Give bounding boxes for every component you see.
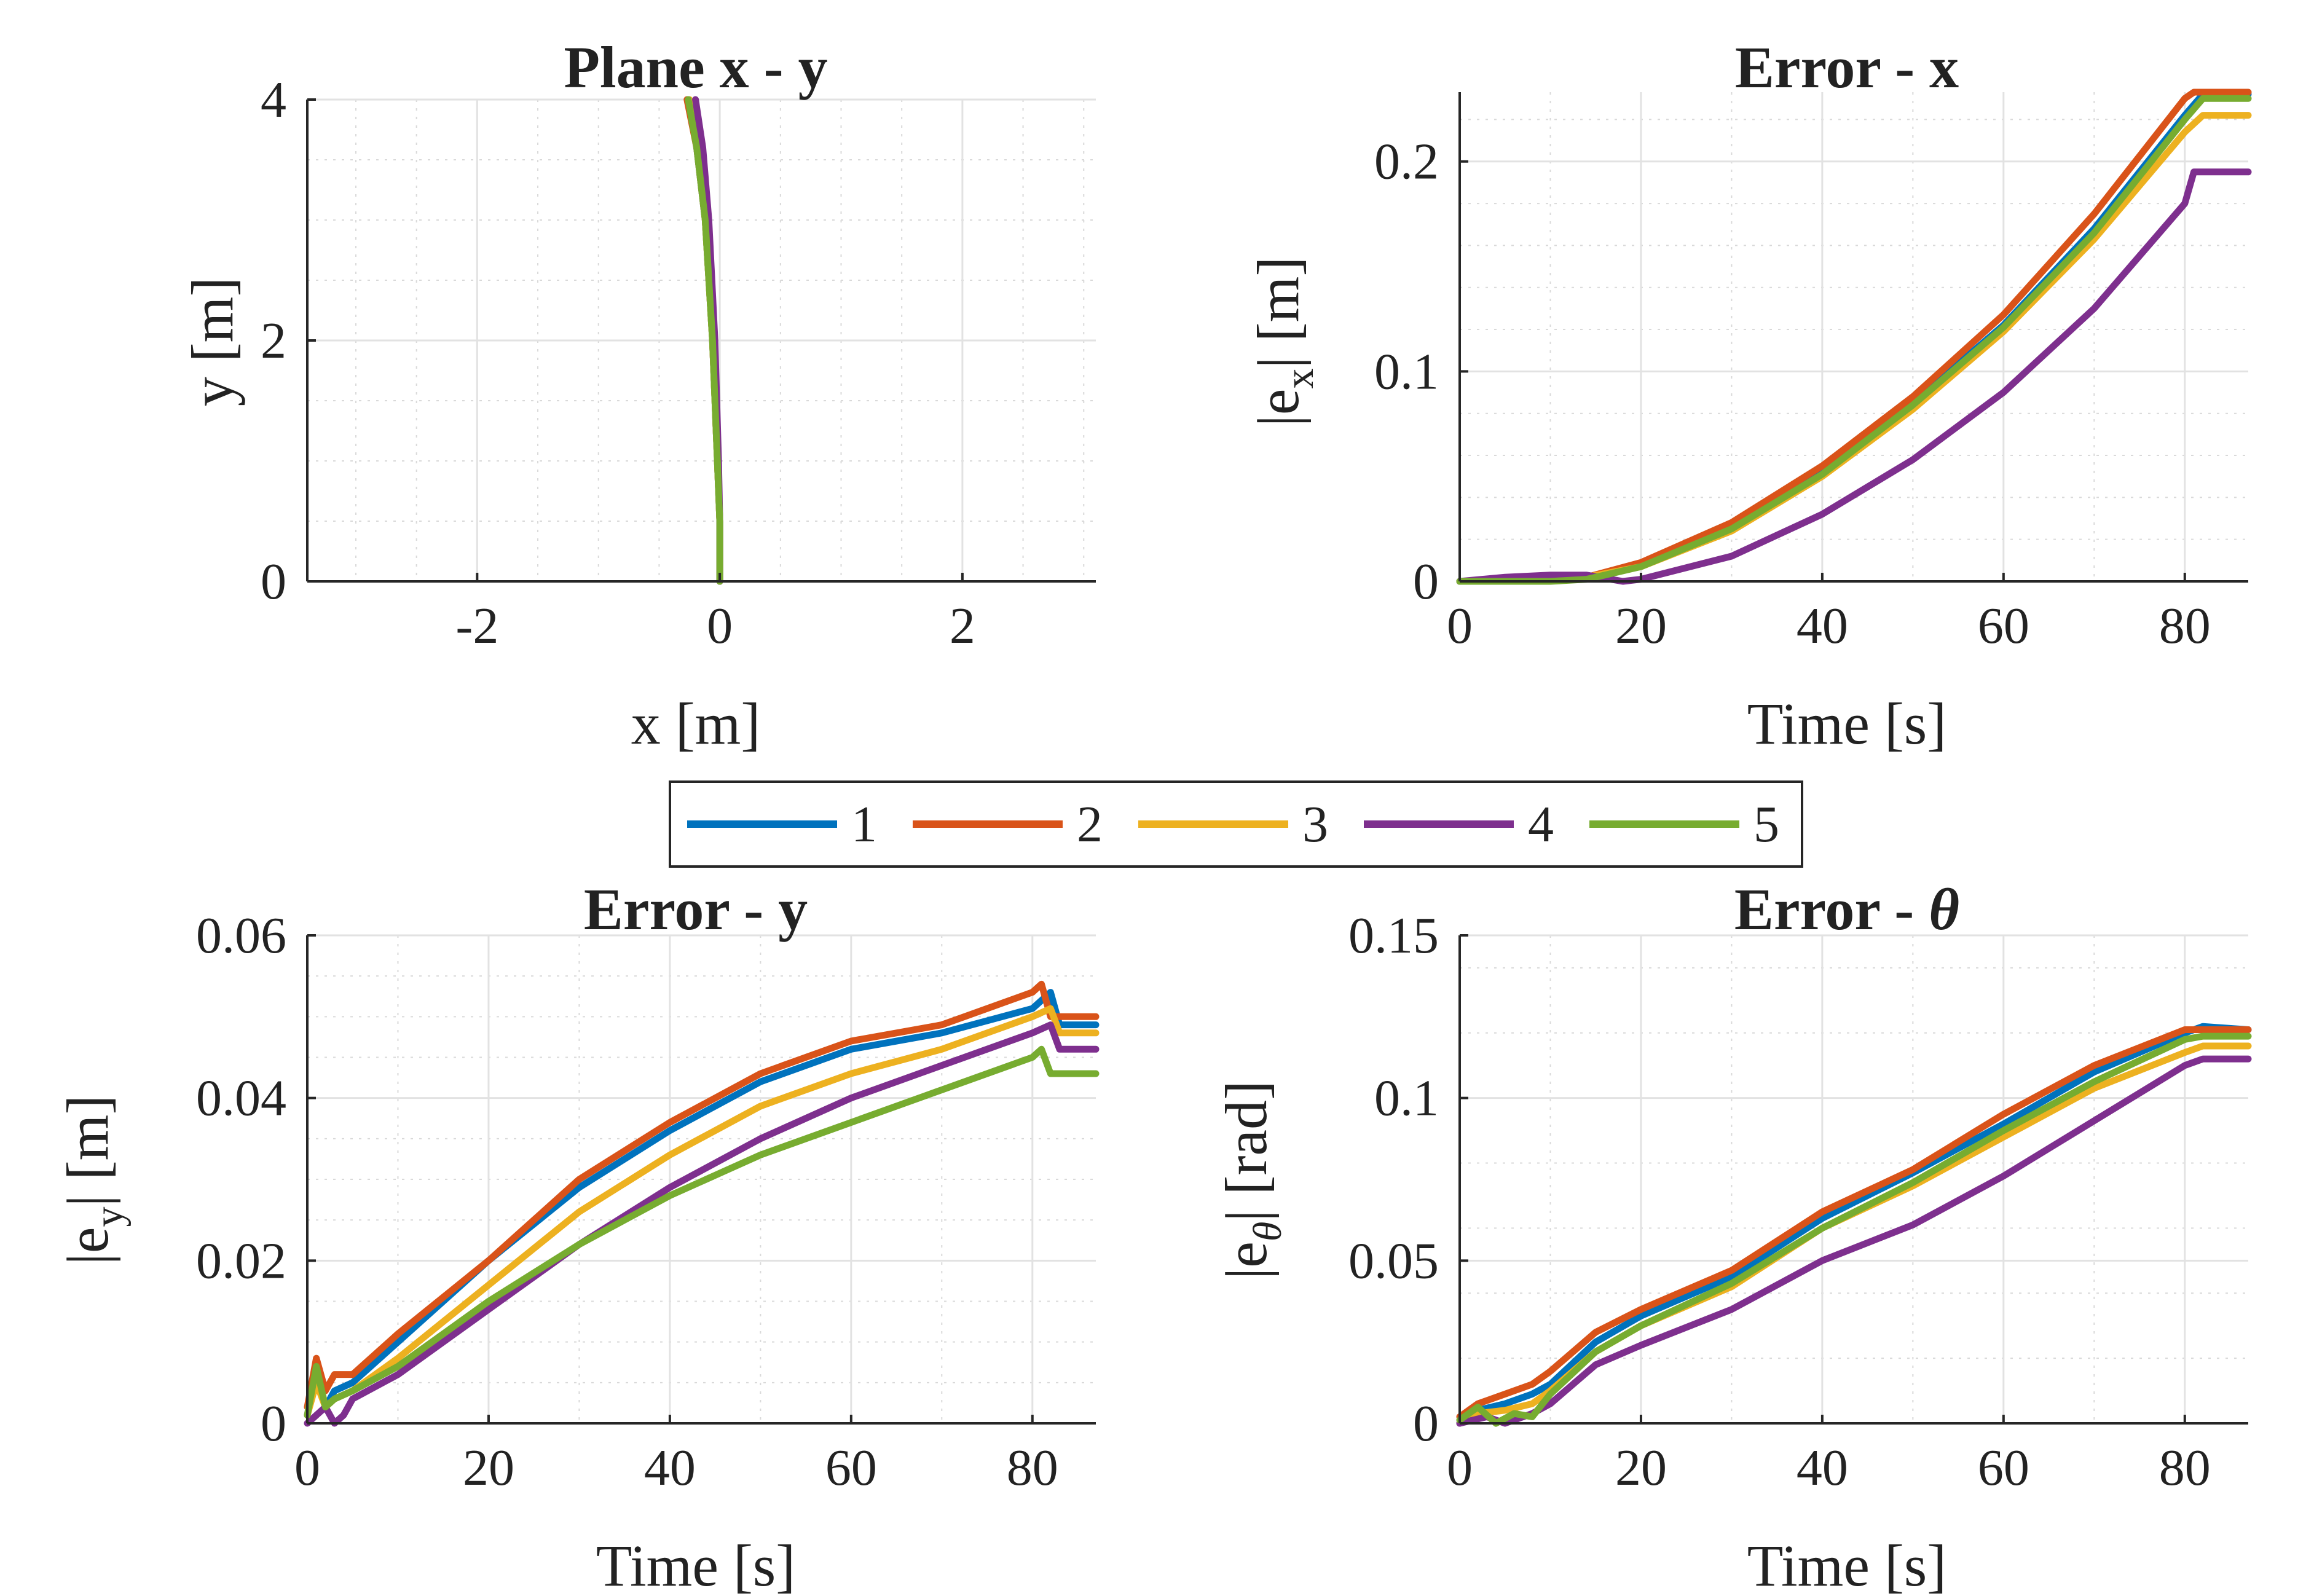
ex-xlabel: Time [s] (1747, 691, 1947, 757)
ey-ylabel-part1: |e (55, 1227, 120, 1265)
ey-x-tick-label: 40 (644, 1439, 696, 1496)
ex-series-5-line (1456, 95, 2252, 585)
ey-ylabel-subscript: y (87, 1207, 132, 1227)
xy-series-5-line (685, 96, 723, 585)
xy-y-tick-label: 0 (261, 553, 286, 610)
et-ylabel-part1: |e (1213, 1241, 1279, 1280)
panel-error-x: 0 20 40 60 80 0 0.1 0.2 Error - x Time [s] |ex|… (1245, 34, 2252, 757)
ex-ylabel: |ex| [m] (1245, 257, 1322, 427)
ex-ylabel-subscript: x (1277, 369, 1322, 389)
et-series-4-line (1456, 1055, 2252, 1427)
et-series-1-line (1456, 1023, 2252, 1427)
et-ylabel-subscript: θ (1245, 1222, 1290, 1241)
et-x-tick-label: 0 (1447, 1439, 1473, 1496)
et-lines (1456, 1023, 2252, 1427)
ex-x-tick-label: 60 (1978, 597, 2029, 655)
ex-x-tick-label: 80 (2159, 597, 2211, 655)
xy-y-tick-label: 4 (261, 71, 286, 128)
xy-ylabel: y [m] (179, 277, 245, 407)
ex-y-tick-label: 0.2 (1374, 133, 1439, 191)
et-ylabel-part3: | [rad] (1213, 1080, 1279, 1222)
ex-title: Error - x (1735, 34, 1959, 100)
ex-lines (1456, 88, 2252, 585)
panel-error-y: 0 20 40 60 80 0 0.02 0.04 0.06 Error - y Time [s… (55, 876, 1100, 1596)
ey-series-5-line (304, 1045, 1100, 1419)
et-axes-frame (1458, 934, 2248, 1425)
panel-plane-xy: -2 0 2 0 2 4 Plane x - y x [m] y [m] (179, 34, 1096, 757)
ex-x-tick-label: 40 (1797, 597, 1848, 655)
et-x-tick-label: 20 (1615, 1439, 1667, 1496)
ey-axes-frame (306, 934, 1096, 1425)
ey-ylabel-part3: | [m] (55, 1095, 120, 1207)
legend-label-3: 3 (1302, 796, 1328, 853)
ex-y-tick-label: 0 (1413, 553, 1439, 610)
xy-x-tick-label: -2 (455, 597, 498, 655)
et-y-tick-label: 0.15 (1348, 907, 1439, 964)
et-xlabel: Time [s] (1747, 1533, 1947, 1596)
legend-label-5: 5 (1753, 796, 1779, 853)
ex-ylabel-part3: | [m] (1245, 257, 1311, 369)
xy-tick-labels: -2 0 2 0 2 4 (261, 71, 975, 655)
ey-y-tick-label: 0.04 (196, 1070, 286, 1127)
legend-label-1: 1 (851, 796, 877, 853)
et-x-tick-label: 80 (2159, 1439, 2211, 1496)
ey-ylabel: |ey| [m] (55, 1095, 132, 1265)
et-title-symbol: θ (1929, 876, 1959, 942)
ex-ylabel-part1: |e (1245, 389, 1311, 427)
et-y-tick-label: 0.05 (1348, 1232, 1439, 1289)
ex-series-4-line (1456, 168, 2252, 585)
ey-x-tick-label: 60 (825, 1439, 877, 1496)
ex-tick-labels: 0 20 40 60 80 0 0.1 0.2 (1374, 133, 2211, 655)
ey-lines (304, 980, 1100, 1427)
xy-x-tick-label: 2 (950, 597, 975, 655)
ex-y-tick-label: 0.1 (1374, 343, 1439, 400)
xy-xlabel: x [m] (631, 691, 761, 757)
et-series-5-line (1456, 1032, 2252, 1427)
et-title: Error - θ (1734, 876, 1959, 942)
ey-title: Error - y (584, 876, 808, 942)
et-y-tick-label: 0 (1413, 1395, 1439, 1452)
legend: 1 2 3 4 5 (669, 780, 1803, 868)
ey-x-tick-label: 80 (1007, 1439, 1058, 1496)
et-y-tick-label: 0.1 (1374, 1070, 1439, 1127)
ex-axes-frame (1458, 92, 2248, 583)
ex-x-tick-label: 0 (1447, 597, 1473, 655)
xy-lines (683, 96, 723, 585)
ex-x-tick-label: 20 (1615, 597, 1667, 655)
xy-axes-frame (306, 98, 1096, 583)
legend-label-4: 4 (1528, 796, 1554, 853)
ey-xlabel: Time [s] (596, 1533, 796, 1596)
ey-x-tick-label: 20 (463, 1439, 514, 1496)
ey-y-tick-label: 0.02 (196, 1232, 286, 1289)
xy-title: Plane x - y (564, 34, 827, 100)
ey-series-4-line (304, 1021, 1100, 1427)
ey-y-tick-label: 0 (261, 1395, 286, 1452)
xy-x-tick-label: 0 (707, 597, 733, 655)
et-x-tick-label: 40 (1797, 1439, 1848, 1496)
legend-label-2: 2 (1077, 796, 1103, 853)
ey-y-tick-label: 0.06 (196, 907, 286, 964)
et-tick-labels: 0 20 40 60 80 0 0.05 0.1 0.15 (1348, 907, 2211, 1496)
ey-series-2-line (304, 980, 1100, 1410)
et-series-2-line (1456, 1026, 2252, 1420)
et-x-tick-label: 60 (1978, 1439, 2029, 1496)
ey-tick-labels: 0 20 40 60 80 0 0.02 0.04 0.06 (196, 907, 1058, 1496)
xy-y-tick-label: 2 (261, 312, 286, 369)
ey-x-tick-label: 0 (294, 1439, 320, 1496)
et-ylabel: |eθ| [rad] (1213, 1080, 1290, 1280)
et-title-text: Error - (1734, 876, 1929, 942)
panel-error-theta: 0 20 40 60 80 0 0.05 0.1 0.15 Error - θ Time [s]… (1213, 876, 2252, 1596)
